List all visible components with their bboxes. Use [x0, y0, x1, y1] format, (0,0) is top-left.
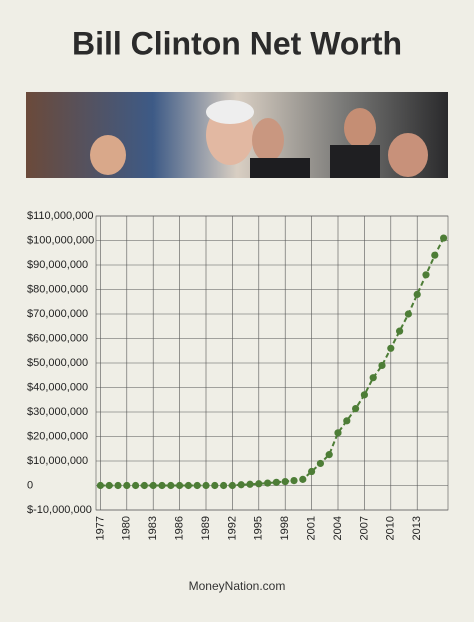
point: [360, 391, 368, 399]
point: [123, 481, 131, 490]
point: [369, 374, 377, 382]
point: [431, 251, 439, 259]
point: [378, 361, 386, 370]
point: [176, 481, 184, 490]
x-tick-label: 1980: [121, 516, 133, 540]
chart-title: Bill Clinton Net Worth: [72, 25, 402, 61]
point: [237, 481, 245, 489]
point: [202, 481, 210, 490]
y-tick-label: $80,000,000: [27, 283, 88, 295]
point: [422, 271, 430, 279]
point: [396, 327, 404, 335]
point: [352, 404, 360, 413]
point: [132, 481, 140, 490]
point: [96, 481, 104, 490]
y-tick-label: $110,000,000: [27, 210, 93, 222]
point: [325, 451, 333, 459]
line: [100, 237, 445, 487]
point: [140, 481, 148, 490]
point: [184, 481, 192, 490]
photo: [26, 92, 448, 178]
x-tick-label: 2001: [306, 516, 318, 540]
point: [246, 480, 254, 488]
point: [440, 234, 448, 242]
x-tick-label: 1992: [226, 516, 238, 540]
x-tick-label: 1998: [279, 516, 291, 540]
point: [114, 481, 122, 490]
x-tick-label: 1986: [174, 516, 186, 540]
point: [272, 478, 280, 486]
x-tick-label: 1995: [253, 516, 265, 540]
plot-border: [95, 215, 449, 511]
point: [149, 481, 157, 490]
y-tick-label: $50,000,000: [27, 357, 88, 369]
y-tick-label: $70,000,000: [27, 308, 88, 320]
y-tick-label: $10,000,000: [27, 455, 88, 467]
point: [211, 481, 219, 490]
x-tick-label: 1983: [147, 516, 159, 540]
point: [413, 290, 421, 298]
point: [316, 459, 324, 468]
point: [334, 429, 342, 437]
point: [404, 310, 412, 318]
x-tick-label: 2010: [385, 516, 397, 540]
footer: MoneyNation.com: [189, 579, 286, 593]
y-tick-label: $100,000,000: [27, 234, 94, 246]
point: [299, 475, 307, 483]
x-tick-label: 2007: [358, 516, 370, 540]
y-tick-label: $90,000,000: [27, 259, 88, 271]
point: [343, 417, 351, 425]
y-tick-label: $20,000,000: [27, 430, 88, 442]
point: [220, 481, 228, 490]
y-tick-label: $-10,000,000: [27, 504, 92, 516]
point: [105, 481, 113, 490]
point: [255, 480, 263, 488]
x-tick-label: 1989: [200, 516, 212, 540]
point: [290, 477, 298, 485]
point: [387, 344, 395, 352]
y-tick-label: 0: [27, 479, 33, 491]
y-tick-label: $60,000,000: [27, 332, 88, 344]
point: [281, 477, 289, 486]
point: [308, 467, 316, 476]
point: [158, 481, 166, 490]
x-tick-label: 1977: [94, 516, 106, 540]
x-tick-label: 2004: [332, 516, 344, 540]
point: [167, 481, 175, 490]
y-tick-label: $30,000,000: [27, 406, 88, 418]
point: [228, 481, 236, 490]
y-tick-label: $40,000,000: [27, 381, 88, 393]
point: [264, 479, 272, 487]
x-tick-label: 2013: [411, 516, 423, 540]
point: [193, 481, 201, 490]
